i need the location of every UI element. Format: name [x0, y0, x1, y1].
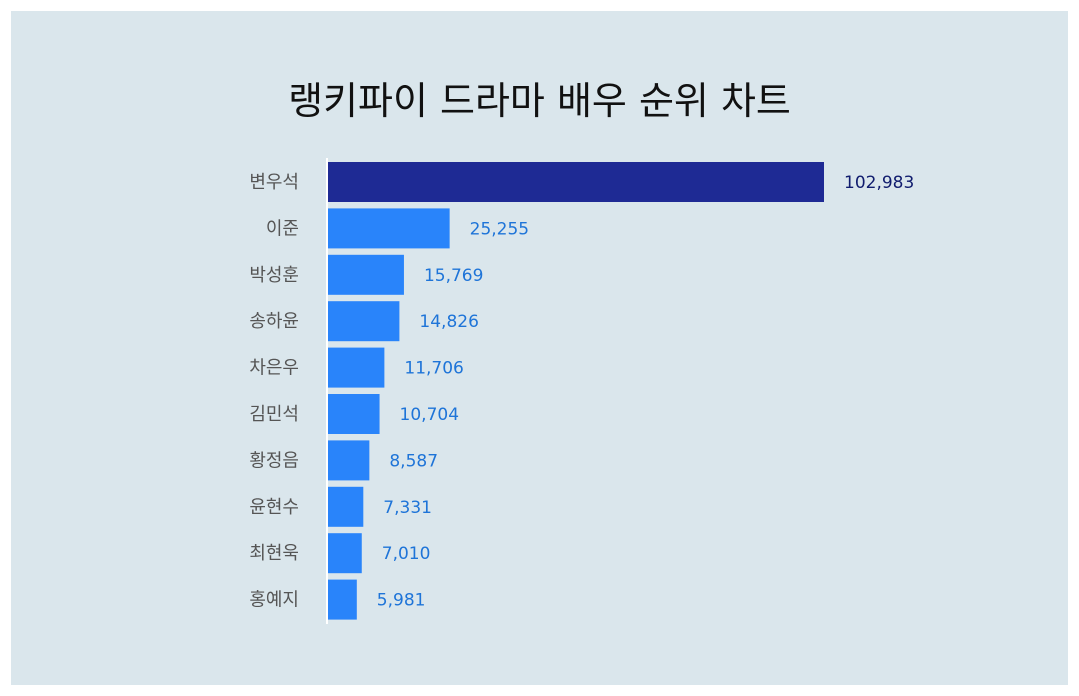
value-label-5: 11,706 — [404, 359, 463, 379]
value-label-10: 5,981 — [377, 591, 426, 611]
bar-6 — [328, 394, 380, 434]
category-label-9: 최현욱 — [249, 543, 299, 564]
value-label-1: 102,983 — [844, 173, 914, 193]
bar-10 — [328, 579, 357, 620]
value-label-2: 25,255 — [470, 219, 529, 239]
category-label-3: 박성훈 — [249, 265, 299, 286]
bar-2 — [328, 208, 450, 249]
bar-7 — [328, 440, 370, 481]
category-label-5: 차은우 — [249, 358, 299, 379]
bar-5 — [328, 347, 385, 388]
value-label-6: 10,704 — [400, 405, 459, 425]
value-label-8: 7,331 — [383, 498, 432, 518]
category-label-4: 송하윤 — [249, 311, 299, 332]
value-label-7: 8,587 — [389, 451, 438, 471]
value-label-3: 15,769 — [424, 266, 483, 286]
category-label-10: 홍예지 — [249, 590, 299, 611]
bar-1 — [328, 162, 824, 202]
bar-8 — [328, 486, 364, 527]
chart-title: 랭키파이 드라마 배우 순위 차트 — [288, 79, 791, 123]
bar-9 — [328, 533, 362, 574]
category-label-2: 이준 — [266, 218, 299, 239]
value-label-4: 14,826 — [419, 312, 478, 332]
chart-panel — [11, 11, 1068, 685]
bar-3 — [328, 254, 404, 295]
value-label-9: 7,010 — [382, 544, 431, 564]
bar-4 — [328, 301, 400, 342]
category-label-7: 황정음 — [249, 450, 299, 471]
category-label-8: 윤현수 — [249, 497, 299, 518]
category-label-1: 변우석 — [249, 172, 299, 193]
category-label-6: 김민석 — [249, 404, 299, 425]
